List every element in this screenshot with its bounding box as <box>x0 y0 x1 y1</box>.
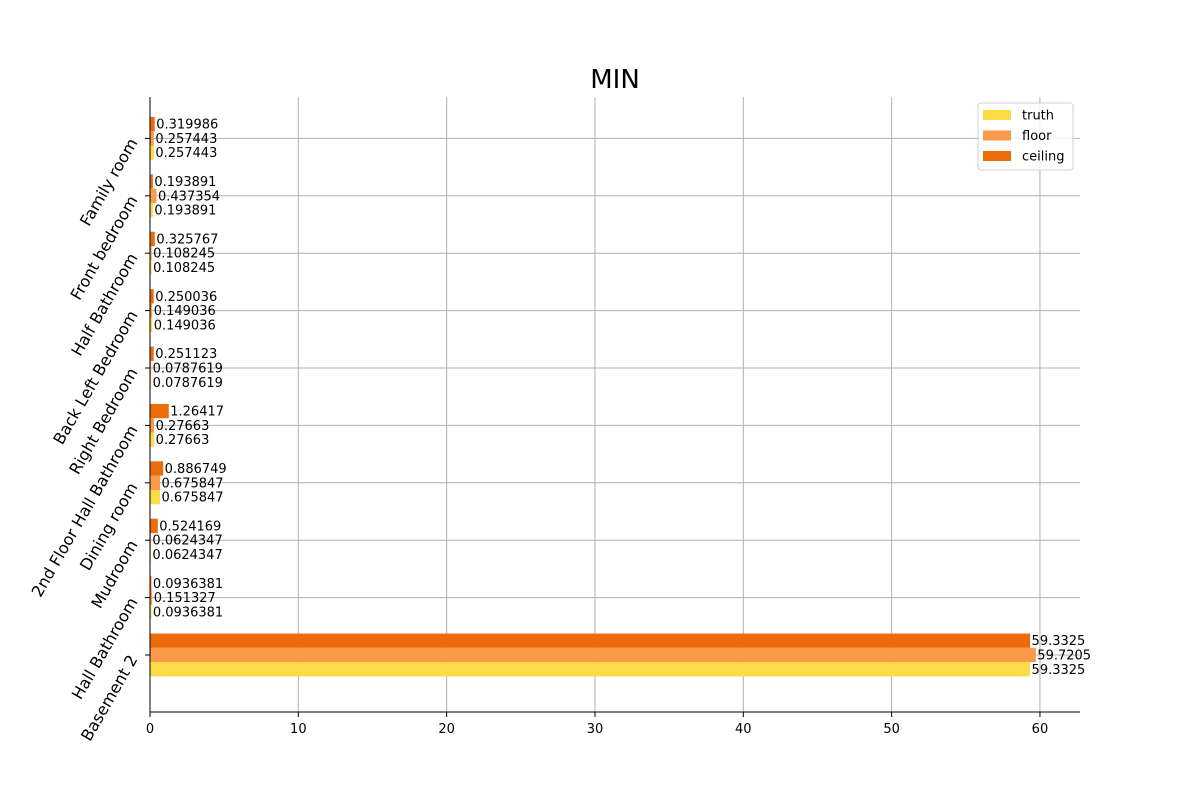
bar-truth <box>150 662 1031 677</box>
bar-floor <box>150 590 153 605</box>
bar-floor <box>150 131 154 146</box>
x-tick-label: 40 <box>735 722 752 737</box>
value-label-ceiling: 59.3325 <box>1032 634 1086 649</box>
bar-floor <box>150 188 157 203</box>
value-label-floor: 0.437354 <box>158 189 220 204</box>
bar-truth <box>150 202 153 218</box>
value-label-truth: 0.257443 <box>155 146 217 161</box>
value-label-ceiling: 0.0936381 <box>153 577 223 592</box>
value-label-truth: 0.0787619 <box>153 376 223 391</box>
bar-floor <box>150 418 155 433</box>
x-tick-label: 20 <box>438 722 455 737</box>
value-label-truth: 0.149036 <box>154 318 216 333</box>
value-label-truth: 0.193891 <box>154 204 216 219</box>
value-label-ceiling: 0.524169 <box>159 519 221 534</box>
x-tick-label: 60 <box>1032 722 1049 737</box>
bar-ceiling <box>150 403 169 419</box>
bar-ceiling <box>150 231 155 247</box>
x-tick-label: 0 <box>146 722 154 737</box>
bar-truth <box>150 375 152 390</box>
value-label-ceiling: 1.26417 <box>170 405 224 420</box>
bar-floor <box>150 475 161 490</box>
bar-ceiling <box>150 633 1031 648</box>
bar-floor <box>150 246 152 261</box>
value-label-truth: 0.675847 <box>162 491 224 506</box>
bar-truth <box>150 260 152 275</box>
legend-label-ceiling: ceiling <box>1022 150 1064 165</box>
value-label-floor: 59.7205 <box>1037 649 1091 664</box>
value-label-floor: 0.0624347 <box>152 534 222 549</box>
value-label-floor: 0.0787619 <box>153 362 223 377</box>
bar-ceiling <box>150 346 154 361</box>
legend: truth floor ceiling <box>977 102 1074 171</box>
bar-floor <box>150 647 1036 663</box>
value-label-truth: 0.108245 <box>153 261 215 276</box>
value-label-truth: 59.3325 <box>1032 663 1086 678</box>
value-label-floor: 0.27663 <box>156 419 210 434</box>
bar-ceiling <box>150 174 153 189</box>
value-label-ceiling: 0.193891 <box>154 175 216 190</box>
bar-floor <box>150 360 152 376</box>
value-label-floor: 0.675847 <box>162 476 224 491</box>
grid <box>150 97 1080 712</box>
bar-ceiling <box>150 576 152 591</box>
chart-title: MIN <box>590 65 640 95</box>
value-label-ceiling: 0.886749 <box>165 462 227 477</box>
legend-swatch-floor <box>983 130 1011 141</box>
bar-ceiling <box>150 518 158 534</box>
x-tick-label: 30 <box>587 722 604 737</box>
value-label-ceiling: 0.319986 <box>156 118 218 133</box>
bar-truth <box>150 432 155 447</box>
bar-ceiling <box>150 116 155 132</box>
x-tick-label: 50 <box>883 722 900 737</box>
value-label-truth: 0.27663 <box>156 433 210 448</box>
value-label-truth: 0.0624347 <box>152 548 222 563</box>
bar-truth <box>150 145 154 160</box>
legend-label-truth: truth <box>1022 109 1054 124</box>
legend-swatch-ceiling <box>983 151 1011 161</box>
x-tick-label: 10 <box>290 722 307 737</box>
value-label-ceiling: 0.325767 <box>156 232 218 247</box>
bar-truth <box>150 317 153 333</box>
value-labels: 0.2574430.2574430.3199860.1938910.437354… <box>152 118 1091 678</box>
value-label-truth: 0.0936381 <box>153 605 223 620</box>
value-label-floor: 0.108245 <box>153 247 215 262</box>
value-label-floor: 0.149036 <box>154 304 216 319</box>
value-label-ceiling: 0.250036 <box>155 290 217 305</box>
bar-truth <box>150 604 152 620</box>
value-label-ceiling: 0.251123 <box>155 347 217 362</box>
bars <box>150 116 1036 677</box>
value-label-floor: 0.151327 <box>154 591 216 606</box>
bar-floor <box>150 303 153 318</box>
bar-truth <box>150 489 161 505</box>
bar-ceiling <box>150 461 164 476</box>
legend-label-floor: floor <box>1022 129 1052 144</box>
bar-ceiling <box>150 289 154 304</box>
value-label-floor: 0.257443 <box>155 132 217 147</box>
legend-swatch-truth <box>983 110 1011 120</box>
